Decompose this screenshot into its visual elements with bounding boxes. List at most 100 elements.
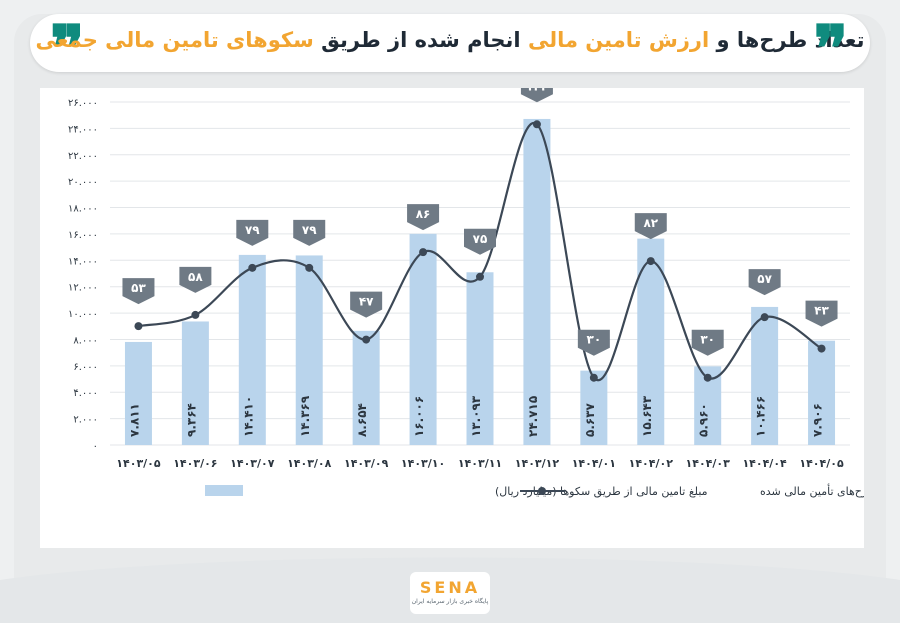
bar	[466, 272, 494, 445]
count-label: ۷۵	[473, 232, 488, 246]
y-tick-label: ۱۸.۰۰۰	[68, 204, 98, 215]
x-tick-label: ۱۴۰۳/۰۷	[230, 457, 275, 470]
bar	[124, 341, 152, 445]
logo-name: SENA	[419, 578, 481, 597]
line-point	[817, 344, 826, 353]
line-point	[362, 335, 371, 344]
bar-value-label: ۸.۶۵۴	[355, 403, 369, 437]
line-point	[703, 373, 712, 382]
bar	[238, 254, 266, 445]
count-label: ۸۶	[416, 207, 431, 221]
count-label: ۵۷	[757, 272, 772, 286]
x-tick-label: ۱۴۰۳/۰۹	[344, 457, 389, 470]
y-tick-label: ۴.۰۰۰	[73, 388, 98, 399]
count-callout	[634, 213, 667, 240]
count-callout	[122, 278, 155, 305]
x-tick-label: ۱۴۰۴/۰۳	[686, 457, 731, 470]
title-part-1: تعداد طرح‌ها و	[709, 28, 865, 52]
bar	[409, 233, 437, 445]
count-label: ۳۰	[700, 333, 715, 347]
y-tick-label: ۱۲.۰۰۰	[68, 283, 98, 294]
bar-value-label: ۱۵.۶۴۳	[640, 395, 654, 437]
bar	[352, 330, 380, 445]
count-label: ۴۳	[814, 304, 829, 318]
title-banner: ❞ تعداد طرح‌ها و ارزش تامین مالی انجام ش…	[30, 14, 870, 82]
bar	[580, 370, 608, 445]
line-point	[191, 310, 200, 319]
line-point	[646, 257, 655, 266]
count-callout	[350, 291, 383, 318]
legend-line-marker	[538, 487, 546, 495]
x-tick-label: ۱۴۰۳/۰۶	[173, 457, 217, 470]
line-point	[589, 373, 598, 382]
bar-value-label: ۷.۸۱۱	[127, 403, 141, 437]
count-label: ۵۳	[131, 281, 146, 295]
combo-chart: ۰ ۲.۰۰۰ ۴.۰۰۰ ۶.۰۰۰ ۸.۰۰۰ ۱۰.۰۰۰ ۱۲.۰۰۰ ۱۴.۰۰۰ ۱…	[68, 76, 900, 499]
y-tick-label: ۱۴.۰۰۰	[68, 256, 98, 267]
count-label: ۱۴۳	[526, 88, 549, 93]
quote-open-icon: ❞	[50, 12, 85, 87]
series-line	[138, 121, 823, 382]
line-point	[419, 248, 428, 257]
x-tick-label: ۱۴۰۳/۰۵	[116, 457, 161, 470]
y-tick-label: ۱۶.۰۰۰	[68, 230, 98, 241]
logo-tagline: پایگاه خبری بازار سرمایه ایران	[411, 598, 489, 605]
bar	[751, 306, 779, 445]
y-tick-label: ۶.۰۰۰	[73, 362, 98, 373]
x-tick-label: ۱۴۰۳/۱۱	[458, 457, 502, 470]
bar	[181, 321, 209, 445]
y-tick-label: ۲.۰۰۰	[73, 415, 98, 426]
count-callout	[691, 329, 724, 356]
x-tick-label: ۱۴۰۴/۰۴	[742, 457, 787, 470]
bar	[523, 118, 551, 445]
bar-value-label: ۱۴.۴۱۰	[241, 396, 255, 437]
count-label: ۵۸	[188, 270, 203, 284]
count-label: ۷۹	[245, 223, 260, 237]
title-part-3: انجام شده از طریق	[313, 28, 528, 52]
x-tick-label: ۱۴۰۳/۱۲	[515, 457, 560, 470]
count-label: ۸۲	[643, 216, 658, 230]
bar-value-label: ۱۳.۰۹۳	[469, 395, 483, 437]
sena-logo: SENA پایگاه خبری بازار سرمایه ایران	[410, 572, 490, 614]
x-tick-label: ۱۴۰۳/۱۰	[401, 457, 445, 470]
page-title: تعداد طرح‌ها و ارزش تامین مالی انجام شده…	[30, 28, 870, 52]
legend-bar-label: مبلغ تامین مالی از طریق سکوها (میلیارد ر…	[495, 485, 708, 499]
bar-value-label: ۹.۳۶۴	[184, 403, 198, 437]
count-callout	[236, 219, 269, 246]
count-label: ۴۷	[359, 295, 374, 309]
x-tick-label: ۱۴۰۴/۰۲	[629, 457, 674, 470]
bar-value-label: ۵.۹۶۰	[697, 403, 711, 437]
x-tick-label: ۱۴۰۴/۰۱	[572, 457, 616, 470]
y-tick-label: ۲۰.۰۰۰	[68, 177, 98, 188]
bar-value-label: ۲۴.۷۱۵	[526, 396, 540, 437]
bar-value-label: ۷.۹۰۶	[811, 403, 825, 437]
count-callout	[464, 228, 496, 255]
bar	[637, 238, 665, 445]
legend-line-label: تعداد طرح‌های تأمین مالی شده	[760, 483, 864, 498]
y-tick-label: ۲۴.۰۰۰	[68, 124, 98, 135]
chart-panel: ۰ ۲.۰۰۰ ۴.۰۰۰ ۶.۰۰۰ ۸.۰۰۰ ۱۰.۰۰۰ ۱۲.۰۰۰ ۱۴.۰۰۰ ۱…	[40, 76, 900, 548]
line-point	[305, 263, 314, 272]
count-callout	[293, 219, 326, 246]
title-part-4: سکوهای تامین مالی جمعی	[35, 28, 314, 52]
x-tick-label: ۱۴۰۳/۰۸	[287, 457, 332, 470]
count-callout	[748, 269, 781, 296]
bar-value-label: ۱۰.۴۶۶	[754, 396, 768, 437]
y-tick-label: ۸.۰۰۰	[73, 335, 98, 346]
count-callout	[407, 204, 440, 231]
legend-bar-swatch	[205, 485, 243, 496]
quote-close-icon: ❞	[813, 12, 848, 87]
count-callout	[577, 329, 610, 356]
line-point	[760, 313, 769, 322]
count-label: ۷۹	[302, 223, 317, 237]
bar	[808, 340, 836, 445]
line-point	[134, 322, 143, 331]
y-tick-label: ۰	[93, 441, 98, 452]
bar-value-label: ۱۶.۰۰۶	[412, 396, 426, 437]
bar-value-label: ۱۴.۳۶۹	[298, 395, 312, 437]
bar-value-label: ۵.۶۳۷	[583, 402, 597, 437]
title-part-2: ارزش تامین مالی	[527, 28, 710, 52]
y-tick-label: ۲۶.۰۰۰	[68, 98, 98, 109]
bar	[295, 255, 323, 445]
count-label: ۳۰	[587, 333, 602, 347]
